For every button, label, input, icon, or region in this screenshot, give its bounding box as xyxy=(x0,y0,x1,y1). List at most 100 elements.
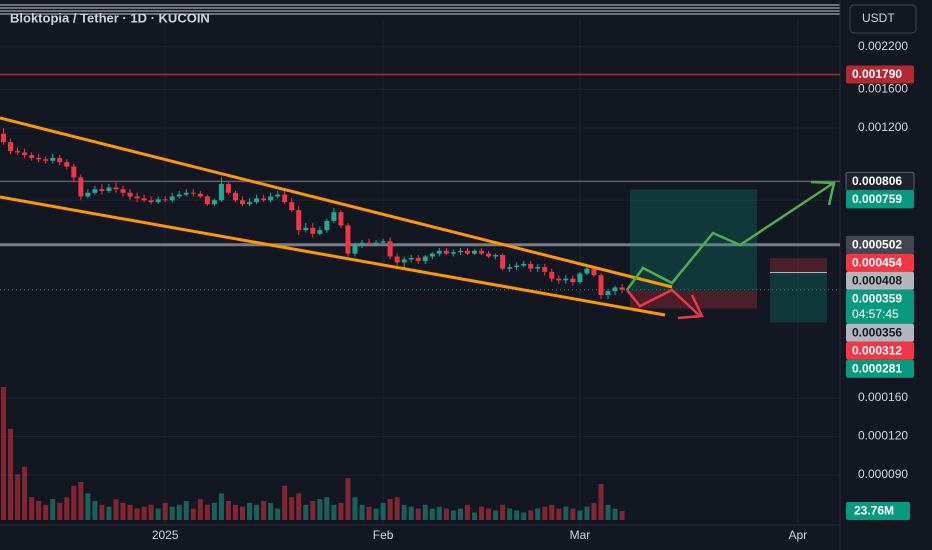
candle-body xyxy=(232,192,238,201)
candle-body xyxy=(429,253,435,257)
candle-body xyxy=(549,271,555,279)
volume-bar xyxy=(289,497,295,520)
bullish-arrow xyxy=(625,182,833,291)
candle-body xyxy=(282,194,288,203)
volume-bar xyxy=(275,508,281,520)
volume-bar xyxy=(197,499,203,520)
volume-badge xyxy=(846,501,910,520)
volume-bar xyxy=(535,508,541,520)
candle-body xyxy=(155,199,161,203)
candle-body xyxy=(338,212,344,226)
candle-body xyxy=(612,287,618,292)
y-tick-label: 0.000090 xyxy=(858,467,908,481)
candle-body xyxy=(85,192,91,197)
volume-bar xyxy=(528,510,534,520)
price-badge-label: 0.000312 xyxy=(852,343,902,357)
volume-badge-label: 23.76M xyxy=(854,504,894,518)
candle-body xyxy=(303,227,309,231)
volume-bar xyxy=(92,501,98,520)
volume-bar xyxy=(225,501,231,520)
candle-body xyxy=(443,250,449,254)
y-tick-label: 0.001600 xyxy=(858,82,908,96)
candle-body xyxy=(261,198,267,201)
volume-bar xyxy=(43,504,49,520)
volume-bar xyxy=(563,506,569,520)
y-tick-label: 0.000160 xyxy=(858,390,908,404)
volume-bar xyxy=(605,504,611,520)
volume-bar xyxy=(127,504,133,520)
price-badge-label: 0.000281 xyxy=(852,361,902,375)
volume-bar xyxy=(422,504,428,520)
arrow-head xyxy=(810,180,836,206)
candle-body xyxy=(99,189,105,191)
candle-body xyxy=(190,192,196,194)
candle-body xyxy=(457,250,463,253)
currency-button[interactable] xyxy=(849,4,917,34)
candle-body xyxy=(493,255,499,257)
candle-body xyxy=(169,196,175,201)
volume-bar xyxy=(450,510,456,520)
price-badge-label: 0.000359 xyxy=(852,291,902,305)
candle-body xyxy=(556,278,562,281)
volume-bar xyxy=(141,506,147,520)
candle-body xyxy=(570,278,576,283)
price-badge xyxy=(846,253,914,272)
volume-bar xyxy=(211,502,217,520)
candle-body xyxy=(71,166,77,178)
volume-bar xyxy=(78,482,84,520)
candle-body xyxy=(78,177,84,197)
candle-body xyxy=(197,193,203,197)
candle-body xyxy=(514,265,520,268)
candle-body xyxy=(528,263,534,269)
price-badge-label: 0.000454 xyxy=(852,255,902,269)
volume-bar xyxy=(457,508,463,520)
price-badge xyxy=(846,65,914,84)
volume-bar xyxy=(464,504,470,520)
candle-body xyxy=(268,196,274,201)
volume-bar xyxy=(204,504,210,520)
volume-bar xyxy=(471,512,477,520)
volume-bar xyxy=(408,506,414,520)
candle-body xyxy=(247,202,253,205)
volume-bar xyxy=(254,504,260,520)
volume-bar xyxy=(373,508,379,520)
candle-body xyxy=(415,257,421,261)
volume-bar xyxy=(148,504,154,520)
volume-bar xyxy=(261,501,267,520)
volume-bar xyxy=(507,508,513,520)
arrow-head xyxy=(677,294,704,320)
y-tick-label: 0.000120 xyxy=(858,429,908,443)
volume-bar xyxy=(577,510,583,520)
candle-body xyxy=(507,267,513,269)
volume-bar xyxy=(591,502,597,520)
candle-body xyxy=(162,199,168,201)
volume-bar xyxy=(514,510,520,520)
candle-body xyxy=(1,133,7,143)
volume-bar xyxy=(387,499,393,520)
price-badge xyxy=(846,235,914,254)
volume-bar xyxy=(1,387,7,520)
candle-body xyxy=(113,187,119,190)
volume-bar xyxy=(190,508,196,520)
volume-bar xyxy=(8,428,14,520)
volume-bar xyxy=(50,499,56,520)
volume-bar xyxy=(64,497,70,520)
x-tick-label: 2025 xyxy=(152,528,179,542)
volume-bar xyxy=(113,499,119,520)
y-tick-label: 0.002200 xyxy=(858,39,908,53)
volume-bar xyxy=(169,506,175,520)
volume-bar xyxy=(296,493,302,520)
volume-bar xyxy=(598,483,604,520)
candle-body xyxy=(380,241,386,243)
volume-bar xyxy=(612,508,618,520)
volume-bar xyxy=(71,485,77,520)
candle-body xyxy=(211,200,217,205)
candle-body xyxy=(408,257,414,260)
symbol-title: Bloktopia / Tether · 1D · KUCOIN xyxy=(10,10,210,25)
price-badge xyxy=(846,271,914,290)
currency-label[interactable]: USDT xyxy=(862,11,895,25)
candle-body xyxy=(542,267,548,272)
candle-body xyxy=(373,242,379,244)
candle-body xyxy=(57,157,63,163)
